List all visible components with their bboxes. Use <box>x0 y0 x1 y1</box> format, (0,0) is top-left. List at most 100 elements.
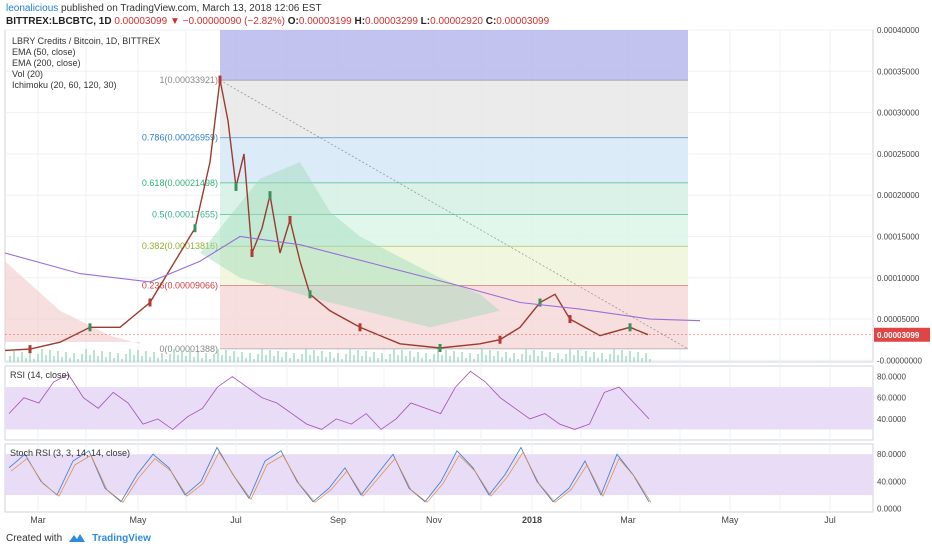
volume-bar <box>473 359 475 362</box>
tradingview-brand[interactable]: TradingView <box>92 532 151 544</box>
candle <box>88 323 92 332</box>
volume-bar <box>397 355 399 362</box>
volume-bar <box>85 349 87 362</box>
volume-bar <box>597 358 599 362</box>
volume-bar <box>381 353 383 362</box>
volume-bar <box>505 352 507 362</box>
volume-bar <box>601 353 603 362</box>
volume-bar <box>445 350 447 362</box>
x-tick-label: May <box>129 515 147 525</box>
fib-zone <box>220 285 688 349</box>
volume-bar <box>361 356 363 362</box>
volume-bar <box>177 355 179 362</box>
indicator-label: Ichimoku (20, 60, 120, 30) <box>12 80 117 90</box>
current-price-label: 0.00003099 <box>877 331 920 340</box>
volume-bar <box>393 349 395 362</box>
volume-bar <box>365 351 367 362</box>
volume-bar <box>121 359 123 362</box>
volume-bar <box>389 354 391 362</box>
rsi-tick-label: 40.0000 <box>877 415 906 424</box>
volume-bar <box>129 349 131 362</box>
y-tick-label: 0.00035000 <box>877 67 920 76</box>
close-value: 0.00003099 <box>496 16 550 27</box>
volume-bar <box>105 357 107 362</box>
fib-level-label: 0.236(0.00009066) <box>142 280 218 290</box>
volume-bar <box>269 350 271 362</box>
stoch-title: Stoch RSI (3, 3, 14, 14, close) <box>10 448 130 458</box>
volume-bar <box>49 350 51 362</box>
author-link[interactable]: leonalicious <box>6 3 59 14</box>
volume-bar <box>313 350 315 362</box>
x-tick-label: Jul <box>824 515 836 525</box>
volume-bar <box>77 359 79 362</box>
volume-bar <box>185 356 187 362</box>
volume-bar <box>577 350 579 362</box>
fib-zone <box>220 182 688 215</box>
open-value: 0.00003199 <box>298 16 352 27</box>
volume-bar <box>373 352 375 362</box>
volume-bar <box>221 355 223 362</box>
header-ohlc: BITTREX:LBCBTC, 1D 0.00003099 ▼ −0.00000… <box>6 16 550 27</box>
volume-bar <box>249 353 251 362</box>
fib-level-label: 1(0.00033921) <box>159 75 218 85</box>
volume-bar <box>181 350 183 362</box>
volume-bar <box>21 352 23 362</box>
volume-bar <box>609 354 611 362</box>
candle <box>28 345 32 354</box>
volume-bar <box>261 349 263 362</box>
volume-bar <box>69 358 71 362</box>
candle <box>288 215 292 224</box>
volume-bar <box>73 353 75 362</box>
volume-bar <box>205 353 207 362</box>
volume-bar <box>441 355 443 362</box>
fib-level-label: 0.786(0.00026959) <box>142 133 218 143</box>
rsi-tick-label: 60.0000 <box>877 394 906 403</box>
volume-bar <box>53 356 55 362</box>
volume-bar <box>377 358 379 362</box>
volume-bar <box>213 354 215 362</box>
volume-bar <box>629 351 631 362</box>
volume-bar <box>401 350 403 362</box>
volume-bar <box>201 358 203 362</box>
volume-bar <box>25 358 27 362</box>
volume-bar <box>541 351 543 362</box>
volume-bar <box>617 355 619 362</box>
volume-bar <box>621 350 623 362</box>
volume-bar <box>625 356 627 362</box>
volume-bar <box>569 349 571 362</box>
volume-bar <box>81 354 83 362</box>
volume-bar <box>469 353 471 362</box>
candle <box>193 224 197 233</box>
volume-bar <box>593 352 595 362</box>
volume-bar <box>489 350 491 362</box>
volume-bar <box>645 353 647 362</box>
volume-bar <box>29 353 31 362</box>
volume-bar <box>637 352 639 362</box>
volume-bar <box>417 352 419 362</box>
volume-bar <box>189 351 191 362</box>
volume-bar <box>525 349 527 362</box>
volume-bar <box>161 353 163 362</box>
stoch-tick-label: 80.0000 <box>877 450 906 459</box>
volume-bar <box>137 350 139 362</box>
chart-title: LBRY Credits / Bitcoin, 1D, BITTREX <box>12 36 160 46</box>
volume-bar <box>245 358 247 362</box>
indicator-label: Vol (20) <box>12 69 43 79</box>
low-value: 0.00002920 <box>430 16 483 27</box>
volume-bar <box>585 351 587 362</box>
volume-bar <box>173 349 175 362</box>
volume-bar <box>605 359 607 362</box>
volume-bar <box>193 357 195 362</box>
x-tick-label: Sep <box>330 515 346 525</box>
last-price: 0.00003099 <box>114 16 168 27</box>
volume-bar <box>117 353 119 362</box>
rsi-tick-label: 80.0000 <box>877 373 906 382</box>
volume-bar <box>37 354 39 362</box>
candle <box>538 298 542 307</box>
volume-bar <box>321 351 323 362</box>
volume-bar <box>465 358 467 362</box>
volume-bar <box>349 349 351 362</box>
volume-bar <box>141 356 143 362</box>
volume-bar <box>641 358 643 362</box>
